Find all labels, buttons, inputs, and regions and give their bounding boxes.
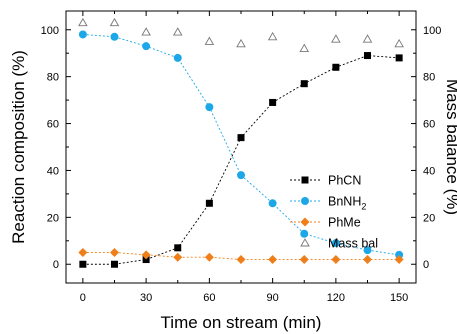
data-point-bnnh2	[268, 199, 277, 208]
x-tick-label: 60	[203, 292, 215, 304]
data-point-mass-bal	[267, 31, 278, 41]
data-point-bnnh2	[173, 53, 182, 62]
data-point-mass-bal	[394, 38, 404, 48]
data-point-mass-bal	[141, 27, 151, 36]
data-point-bnnh2	[237, 171, 245, 180]
data-point-mass-bal	[172, 27, 183, 36]
data-point-bnnh2	[205, 103, 214, 112]
data-point-phme	[204, 252, 214, 262]
data-point-phme	[109, 248, 119, 258]
data-point-bnnh2	[331, 239, 340, 248]
x-tick-label: 30	[140, 292, 152, 304]
x-tick-label: 150	[390, 292, 408, 304]
series-phcn	[79, 52, 403, 268]
legend-label: PhCN	[328, 174, 361, 188]
data-point-phcn	[332, 63, 340, 71]
data-point-phme	[173, 252, 183, 262]
y-axis-title: Reaction composition (%)	[9, 50, 28, 244]
data-point-phme	[236, 255, 246, 265]
series-line-bnnh2	[82, 33, 400, 256]
y2-tick-label: 20	[423, 212, 435, 224]
legend-label: BnNH2	[328, 195, 366, 212]
y2-tick-label: 80	[423, 72, 435, 84]
legend-marker	[301, 176, 309, 184]
x-tick-label: 120	[327, 292, 345, 304]
data-point-phme	[141, 250, 151, 260]
data-point-phcn	[174, 244, 182, 252]
data-point-phme	[394, 255, 404, 265]
data-point-mass-bal	[236, 38, 246, 48]
data-point-mass-bal	[362, 34, 373, 43]
legend-label: PhMe	[328, 216, 361, 230]
series-bnnh2	[78, 30, 404, 259]
x-tick-label: 0	[80, 292, 86, 304]
legend-marker	[300, 238, 310, 247]
y-tick-label: 40	[47, 165, 59, 177]
legend-marker	[301, 197, 309, 205]
series-layer	[78, 17, 404, 268]
data-point-phme	[78, 248, 88, 258]
y2-tick-label: 0	[423, 259, 429, 271]
data-point-bnnh2	[395, 250, 404, 259]
data-point-phcn	[395, 54, 403, 62]
data-point-phcn	[205, 199, 213, 207]
data-point-bnnh2	[363, 246, 372, 255]
data-point-phcn	[269, 98, 277, 106]
y-tick-label: 80	[47, 72, 59, 84]
data-point-mass-bal	[204, 36, 215, 45]
data-point-phcn	[79, 260, 87, 268]
data-point-bnnh2	[300, 229, 309, 238]
data-point-mass-bal	[331, 34, 341, 43]
y-tick-label: 100	[41, 25, 59, 37]
data-point-bnnh2	[142, 42, 151, 51]
data-point-phcn	[142, 256, 150, 264]
legend-marker	[300, 217, 310, 227]
data-point-phcn	[110, 260, 118, 268]
data-point-phme	[268, 255, 278, 265]
y-tick-label: 20	[47, 212, 59, 224]
data-point-mass-bal	[109, 17, 120, 27]
data-point-bnnh2	[110, 32, 119, 41]
data-point-mass-bal	[78, 17, 88, 27]
data-point-phcn	[364, 52, 372, 60]
data-point-phme	[299, 255, 309, 265]
y2-tick-label: 60	[423, 119, 435, 131]
series-line-phcn	[82, 55, 400, 265]
y2-tick-label: 100	[423, 25, 441, 37]
legend-item-phcn: PhCN	[290, 174, 361, 188]
data-point-mass-bal	[299, 43, 310, 52]
legend-item-phme: PhMe	[290, 216, 361, 230]
data-point-phme	[331, 255, 341, 265]
data-point-phcn	[237, 134, 245, 142]
data-point-phme	[363, 255, 373, 265]
data-point-phcn	[300, 80, 308, 88]
series-line-phme	[82, 252, 400, 261]
data-point-bnnh2	[78, 30, 87, 39]
legend: PhCN BnNH2 PhMe Mass bal	[290, 174, 378, 251]
legend-item-mass-bal: Mass bal	[300, 237, 378, 251]
legend-label: Mass bal	[328, 237, 378, 251]
series-phme	[78, 248, 404, 265]
y2-tick-label: 40	[423, 165, 435, 177]
legend-item-bnnh2: BnNH2	[290, 195, 366, 212]
y2-axis-title: Mass balance (%)	[443, 79, 457, 215]
series-mass-bal	[78, 17, 404, 52]
y-tick-label: 60	[47, 119, 59, 131]
axes: 0 30 60 90 120 150 0 20 40 60 80 100 0 20 40 60 80 100	[41, 10, 441, 304]
x-tick-label: 90	[267, 292, 279, 304]
x-axis-title: Time on stream (min)	[161, 313, 322, 332]
y-tick-label: 0	[53, 259, 59, 271]
